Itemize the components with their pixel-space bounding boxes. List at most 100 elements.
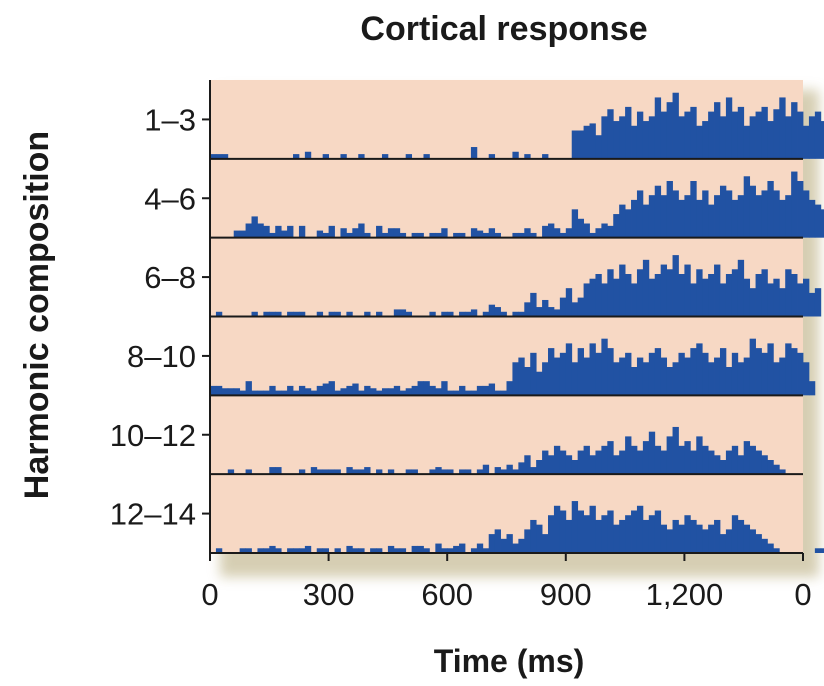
histogram-bar	[797, 181, 804, 238]
histogram-bar	[328, 381, 335, 396]
histogram-bar	[257, 223, 264, 238]
histogram-bar	[749, 338, 756, 396]
histogram-bar	[814, 288, 822, 317]
histogram-bar	[559, 297, 567, 317]
histogram-bar	[269, 467, 276, 475]
histogram-bar	[767, 181, 774, 238]
histogram-bar	[785, 195, 792, 238]
histogram-bar	[619, 519, 626, 553]
histogram-bar	[791, 274, 798, 317]
x-tick-labels: 0 300 600 900 1,200 0	[201, 577, 811, 612]
histogram-bar	[500, 538, 507, 553]
histogram-bar	[755, 450, 762, 475]
histogram-bar	[642, 259, 650, 317]
histogram-bar	[749, 185, 756, 238]
histogram-bar	[293, 154, 300, 159]
histogram-bar	[565, 343, 573, 396]
histogram-bar	[719, 185, 727, 238]
histogram-bars	[210, 92, 824, 553]
histogram-bar	[387, 545, 395, 553]
histogram-bar	[631, 199, 638, 238]
histogram-bar	[518, 538, 525, 553]
y-tick-label: 4–6	[144, 181, 196, 216]
histogram-bar	[797, 283, 804, 317]
histogram-bar	[690, 348, 697, 396]
histogram-bar	[636, 357, 644, 396]
histogram-bar	[346, 311, 353, 317]
histogram-bar	[281, 390, 288, 396]
histogram-bar	[548, 455, 555, 475]
histogram-bar	[393, 385, 401, 396]
histogram-bar	[660, 450, 668, 475]
histogram-bar	[322, 383, 329, 396]
histogram-bar	[642, 519, 650, 553]
histogram-bar	[459, 385, 466, 396]
histogram-bar	[405, 154, 413, 159]
histogram-bar	[358, 390, 365, 396]
histogram-bar	[565, 455, 573, 475]
histogram-bar	[672, 362, 679, 396]
histogram-bar	[642, 362, 650, 396]
histogram-bar	[672, 426, 679, 475]
histogram-bar	[476, 469, 484, 475]
histogram-bar	[548, 348, 555, 396]
histogram-bar	[488, 154, 496, 159]
y-tick-label: 6–8	[144, 260, 196, 295]
histogram-bar	[488, 304, 496, 317]
histogram-bar	[755, 195, 762, 238]
histogram-bar	[524, 228, 531, 238]
histogram-bar	[470, 147, 478, 159]
histogram-bar	[678, 352, 685, 396]
histogram-bar	[595, 228, 602, 238]
histogram-bar	[417, 381, 424, 396]
histogram-bar	[803, 278, 810, 317]
x-tick-label: 600	[421, 577, 473, 612]
histogram-bar	[548, 515, 555, 553]
histogram-bar	[690, 283, 697, 317]
histogram-bar	[494, 390, 501, 396]
histogram-bar	[803, 362, 810, 396]
histogram-bar	[429, 232, 436, 238]
histogram-bar	[370, 548, 377, 553]
histogram-bar	[488, 228, 496, 238]
histogram-bar	[601, 283, 608, 317]
histogram-bar	[542, 450, 549, 475]
histogram-bar	[215, 385, 223, 396]
histogram-bar	[755, 111, 762, 159]
histogram-bar	[749, 288, 756, 317]
histogram-bar	[625, 352, 632, 396]
histogram-bar	[708, 450, 715, 475]
histogram-bar	[666, 181, 673, 238]
histogram-bar	[381, 232, 389, 238]
histogram-bar	[441, 311, 448, 317]
histogram-bar	[506, 534, 513, 553]
histogram-bar	[453, 390, 460, 396]
histogram-bar	[530, 467, 537, 475]
histogram-bar	[381, 154, 389, 159]
histogram-bar	[731, 111, 739, 159]
histogram-bar	[399, 232, 407, 238]
histogram-bar	[340, 388, 347, 396]
x-axis-label: Time (ms)	[434, 643, 585, 679]
histogram-bar	[387, 469, 395, 475]
histogram-bar	[672, 255, 679, 317]
histogram-bar	[583, 283, 590, 317]
histogram-bar	[530, 292, 537, 317]
x-tick-label: 300	[303, 577, 355, 612]
histogram-bar	[364, 232, 371, 238]
histogram-bar	[553, 505, 561, 553]
histogram-bar	[322, 154, 329, 159]
histogram-bar	[785, 269, 792, 317]
histogram-bar	[743, 176, 751, 238]
histogram-bar	[310, 390, 318, 396]
histogram-bar	[684, 357, 691, 396]
histogram-bar	[755, 348, 762, 396]
histogram-bar	[666, 102, 673, 159]
y-tick-label: 10–12	[110, 418, 196, 453]
histogram-bar	[648, 515, 656, 553]
histogram-bar	[648, 116, 656, 159]
histogram-bar	[447, 390, 454, 396]
histogram-bar	[293, 548, 300, 553]
histogram-bar	[524, 367, 531, 396]
